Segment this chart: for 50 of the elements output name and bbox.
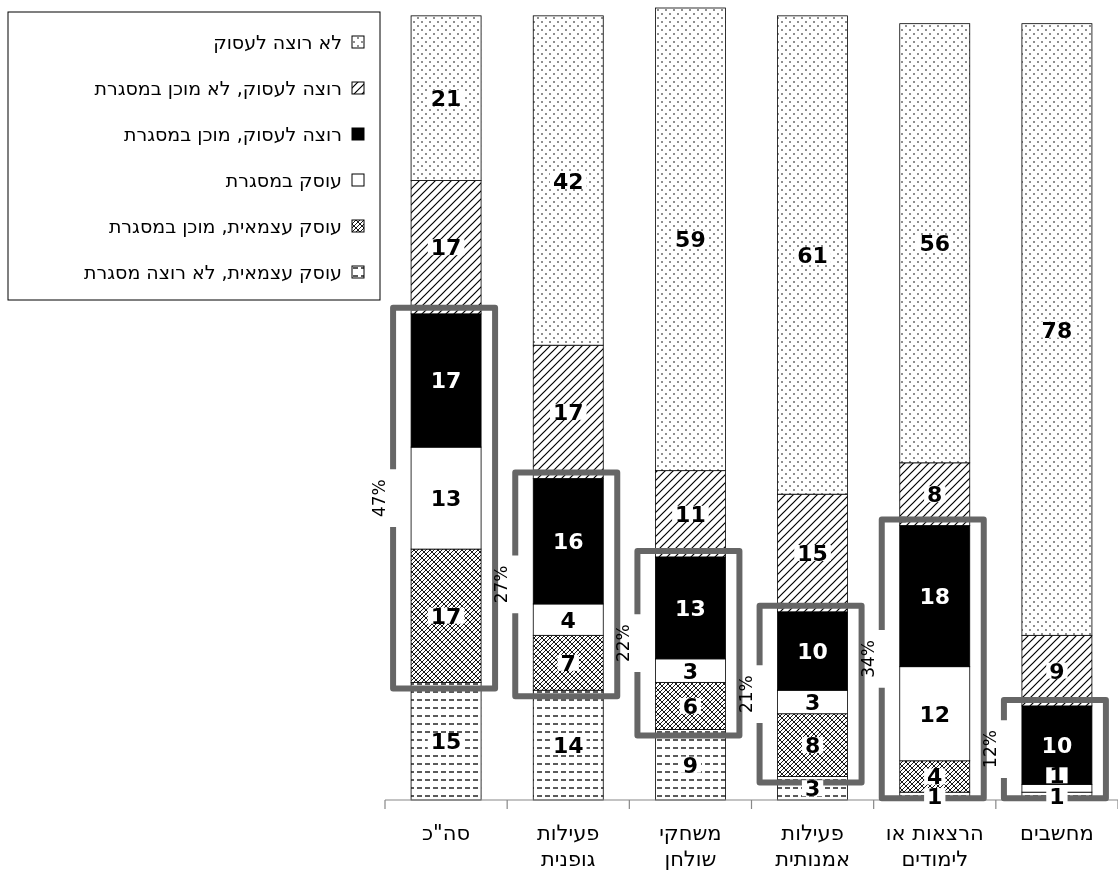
legend-label: עוסק במסגרת [225,169,342,191]
data-label: 4 [560,607,576,633]
x-tick-label: פעילות אמנותית [775,821,850,871]
annotation: 47% [369,479,390,517]
data-label: 18 [919,584,951,610]
data-label: 9 [682,752,699,778]
annotation: 27% [491,565,512,604]
x-tick-label: הרצאות או לימודים [885,821,984,871]
data-label: 15 [797,540,828,566]
data-label: 8 [804,733,821,759]
data-label: 11 [675,501,706,527]
annotation: 22% [613,624,634,663]
data-label: 15 [430,729,462,755]
data-label: 17 [552,399,584,425]
data-label: 3 [804,689,821,715]
data-label: 13 [430,486,462,512]
data-label: 3 [804,776,821,802]
legend-label: עוסק עצמאית, לא רוצה מסגרת [84,261,342,283]
data-label: 16 [552,529,584,555]
data-label: 17 [430,235,462,261]
x-tick-label: מחשבים [1020,821,1094,845]
data-label: 7 [560,650,576,676]
data-label: 59 [675,227,706,253]
legend-label: לא רוצה לעסוק [213,31,342,53]
annotation: 12% [979,730,1000,768]
data-label: 21 [430,86,462,112]
data-label: 10 [797,639,828,665]
data-label: 10 [1041,733,1073,759]
x-tick-label: סה"כ [422,821,471,845]
data-label: 61 [797,243,828,269]
data-label: 56 [919,231,951,257]
x-tick-label: משחקי שולחן [659,821,722,871]
x-tick-label: פעילות גופנית [537,821,600,871]
data-label: 8 [927,482,943,508]
data-label: 9 [1049,658,1065,684]
annotation: 21% [735,675,756,714]
legend-label: רוצה לעסוק, לא מוכן במסגרת [94,77,342,99]
annotation: 34% [857,639,878,678]
legend-label: עוסק עצמאית, מוכן במסגרת [108,215,342,237]
data-label: 14 [552,733,584,759]
data-label: 12 [919,701,951,727]
data-label: 17 [430,603,462,629]
data-label: 1 [927,784,943,810]
data-label: 13 [675,595,706,621]
data-label: 6 [682,693,699,719]
legend-label: רוצה לעסוק, מוכן במסגרת [124,123,342,145]
data-label: 3 [682,658,699,684]
data-label: 78 [1041,317,1073,343]
data-label: 42 [552,168,584,194]
data-label: 17 [430,368,462,394]
